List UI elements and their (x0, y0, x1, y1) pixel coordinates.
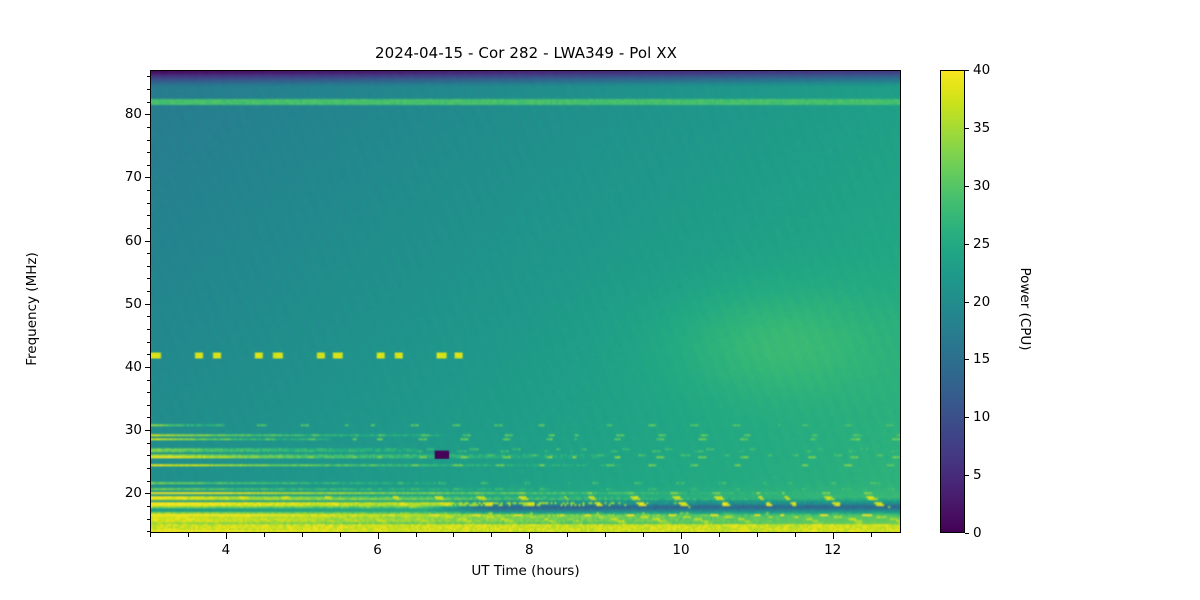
x-axis-minor-tick (415, 533, 417, 537)
x-axis-minor-tick (756, 533, 758, 537)
x-axis-minor-tick (150, 533, 151, 537)
y-axis-minor-tick (146, 139, 150, 141)
y-axis-minor-tick (146, 404, 150, 406)
y-axis-minor-tick (146, 505, 150, 507)
y-axis-major-tick (144, 177, 150, 179)
x-axis-minor-tick (718, 533, 720, 537)
colorbar-tick-label: 0 (973, 525, 982, 541)
y-axis-major-tick (144, 240, 150, 242)
y-axis-minor-tick (146, 164, 150, 166)
x-axis-minor-tick (567, 533, 569, 537)
y-axis-major-tick (144, 114, 150, 116)
y-axis-minor-tick (146, 253, 150, 255)
colorbar-tick-label: 25 (973, 235, 991, 252)
x-axis-minor-tick (263, 533, 265, 537)
y-axis-minor-tick (146, 126, 150, 128)
colorbar-tick (965, 185, 969, 187)
x-axis-minor-tick (491, 533, 493, 537)
colorbar-tick (965, 417, 969, 419)
y-axis-minor-tick (146, 152, 150, 154)
y-axis-minor-tick (146, 190, 150, 191)
colorbar-tick-label: 20 (973, 293, 991, 310)
y-axis-tick-label: 20 (124, 485, 142, 502)
x-axis-tick-label: 12 (824, 542, 842, 558)
y-axis-minor-tick (146, 354, 150, 356)
x-axis-major-tick (377, 533, 379, 539)
colorbar-label: Power (CPU) (1017, 267, 1033, 351)
y-axis-minor-tick (146, 455, 150, 457)
dynamic-spectrum-heatmap (151, 71, 900, 532)
y-axis-minor-tick (146, 215, 150, 217)
y-axis-minor-tick (146, 316, 150, 318)
y-axis-minor-tick (146, 227, 150, 229)
y-axis-minor-tick (146, 531, 150, 533)
y-axis-minor-tick (146, 76, 150, 78)
y-axis-tick-label: 40 (124, 358, 142, 375)
colorbar-tick (965, 70, 969, 71)
colorbar-tick (965, 533, 969, 534)
colorbar-tick-label: 35 (973, 119, 991, 136)
colorbar-tick-label: 30 (973, 177, 991, 194)
x-axis-minor-tick (643, 533, 645, 537)
colorbar-tick (965, 127, 969, 129)
x-axis-minor-tick (794, 533, 796, 537)
y-axis-minor-tick (146, 278, 150, 280)
y-axis-tick-label: 50 (124, 295, 142, 312)
colorbar[interactable] (940, 70, 965, 533)
y-axis-label: Frequency (MHz) (24, 252, 40, 366)
x-axis-minor-tick (453, 533, 455, 537)
colorbar-tick-label: 15 (973, 351, 991, 368)
y-axis-minor-tick (146, 480, 150, 482)
y-axis-minor-tick (146, 291, 150, 293)
y-axis-minor-tick (146, 329, 150, 330)
x-axis-minor-tick (301, 533, 303, 537)
colorbar-tick-label: 40 (973, 62, 991, 78)
x-axis-minor-tick (605, 533, 607, 537)
y-axis-minor-tick (146, 417, 150, 419)
y-axis-minor-tick (146, 341, 150, 343)
y-axis-minor-tick (146, 442, 150, 444)
y-axis-minor-tick (146, 518, 150, 520)
y-axis-minor-tick (146, 265, 150, 267)
y-axis-major-tick (144, 493, 150, 495)
y-axis-minor-tick (146, 202, 150, 204)
colorbar-tick-label: 5 (973, 467, 982, 484)
colorbar-tick (965, 301, 969, 303)
x-axis-tick-label: 8 (525, 542, 534, 558)
colorbar-tick (965, 243, 969, 245)
y-axis-tick-label: 70 (124, 169, 142, 186)
y-axis-minor-tick (146, 101, 150, 103)
y-axis-tick-label: 30 (124, 422, 142, 438)
x-axis-tick-label: 6 (373, 542, 382, 558)
colorbar-tick-label: 10 (973, 409, 991, 426)
x-axis-major-tick (681, 533, 682, 539)
y-axis-tick-label: 60 (124, 232, 142, 249)
x-axis-major-tick (225, 533, 227, 539)
x-axis-tick-label: 10 (672, 542, 690, 558)
y-axis-major-tick (144, 430, 150, 431)
x-axis-major-tick (529, 533, 531, 539)
x-axis-tick-label: 4 (221, 542, 231, 558)
x-axis-minor-tick (870, 533, 872, 537)
colorbar-tick (965, 359, 969, 361)
y-axis-tick-label: 80 (124, 106, 142, 123)
y-axis-major-tick (144, 366, 150, 368)
x-axis-label: UT Time (hours) (471, 563, 580, 579)
x-axis-major-tick (832, 533, 834, 539)
y-axis-minor-tick (146, 467, 150, 469)
y-axis-minor-tick (146, 379, 150, 381)
y-axis-major-tick (144, 303, 150, 305)
y-axis-minor-tick (146, 392, 150, 394)
x-axis-minor-tick (339, 533, 341, 537)
chart-title: 2024-04-15 - Cor 282 - LWA349 - Pol XX (374, 44, 678, 62)
colorbar-gradient (941, 71, 964, 532)
colorbar-tick (965, 475, 969, 477)
y-axis-minor-tick (146, 88, 150, 90)
x-axis-minor-tick (187, 533, 189, 537)
dynamic-spectrum-axes[interactable] (150, 70, 901, 533)
